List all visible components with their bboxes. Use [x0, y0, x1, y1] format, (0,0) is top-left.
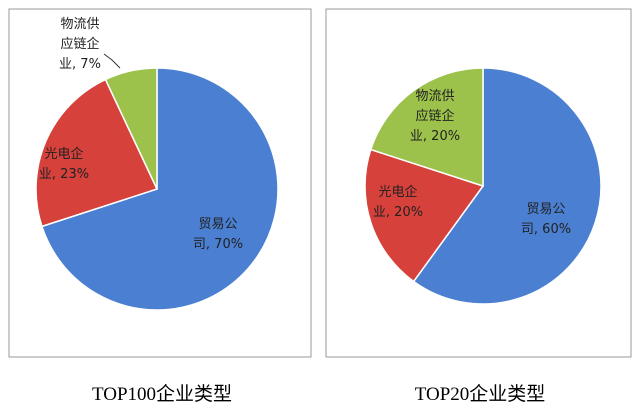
data-label: 贸易公司, 70% — [193, 217, 243, 252]
pie-slice — [412, 67, 602, 305]
data-label: 物流供应链企业, 7% — [59, 17, 101, 72]
panel-frame — [8, 8, 312, 358]
data-label: 光电企业, 20% — [373, 184, 423, 220]
pie-slice — [104, 67, 158, 190]
leader-line — [103, 53, 121, 69]
data-label: 物流供应链企业, 20% — [410, 89, 460, 144]
data-label: 贸易公司, 60% — [521, 202, 571, 237]
pie-slice — [364, 148, 485, 283]
caption: TOP20企业类型 — [415, 383, 546, 405]
pie-slice — [35, 78, 159, 228]
pie-slice — [369, 67, 484, 188]
pie-slice — [40, 67, 279, 311]
panel-frame — [325, 8, 632, 358]
data-label: 光电企业, 23% — [39, 146, 89, 182]
caption: TOP100企业类型 — [92, 383, 232, 405]
